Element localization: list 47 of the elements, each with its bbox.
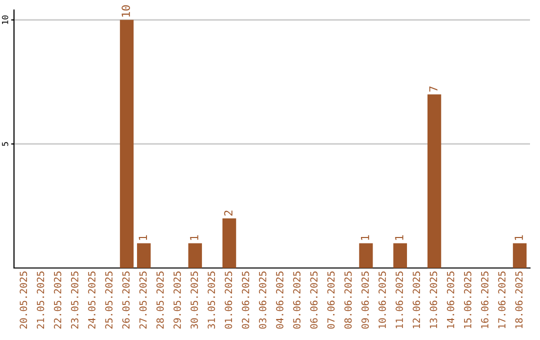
bar — [512, 243, 527, 268]
x-tick-label: 12.06.2025 — [412, 272, 420, 328]
x-tick-label: 03.06.2025 — [258, 272, 266, 329]
x-tick-label: 09.06.2025 — [361, 272, 369, 329]
x-tick-label: 22.05.2025 — [54, 272, 62, 329]
x-tick-label: 23.05.2025 — [71, 272, 78, 329]
data-label: 2 — [224, 210, 232, 216]
bar — [188, 243, 202, 268]
x-tick-label: 01.06.2025 — [224, 272, 232, 329]
x-tick-label: 26.05.2025 — [122, 272, 130, 329]
x-tick-label: 02.06.2025 — [242, 272, 250, 329]
x-tick-label: 14.06.2025 — [446, 272, 454, 328]
x-tick-label: 20.05.2025 — [20, 272, 28, 329]
x-tick-label: 25.05.2025 — [105, 272, 113, 329]
x-tick-label: 08.06.2025 — [344, 272, 352, 329]
x-tick-label: 16.06.2025 — [481, 272, 488, 328]
bar — [222, 218, 236, 268]
x-tick-label: 21.05.2025 — [36, 272, 44, 329]
x-tick-label: 13.06.2025 — [430, 272, 438, 328]
x-tick-label: 24.05.2025 — [88, 272, 96, 329]
data-label: 1 — [190, 235, 198, 240]
x-tick-label: 11.06.2025 — [396, 272, 403, 328]
bar — [137, 243, 151, 268]
data-label: 1 — [395, 235, 404, 240]
x-tick-label: 17.06.2025 — [498, 272, 506, 328]
x-tick-label: 06.06.2025 — [310, 272, 318, 329]
x-tick-label: 18.06.2025 — [515, 272, 523, 328]
x-tick-label: 07.06.2025 — [327, 272, 335, 329]
x-tick-label: 28.05.2025 — [156, 272, 164, 329]
bar — [427, 94, 442, 268]
x-tick-label: 10.06.2025 — [378, 272, 386, 328]
x-tick-label: 31.05.2025 — [208, 272, 216, 329]
data-label: 1 — [138, 235, 147, 240]
x-tick-label: 15.06.2025 — [464, 272, 472, 328]
data-label: 1 — [360, 235, 370, 240]
bar — [120, 20, 134, 268]
data-label: 1 — [514, 235, 523, 240]
bar — [393, 243, 407, 268]
data-label: 7 — [429, 86, 438, 92]
x-tick-label: 05.06.2025 — [293, 272, 300, 329]
data-label: 10 — [122, 5, 130, 17]
x-tick-label: 30.05.2025 — [190, 272, 198, 329]
bar — [359, 243, 373, 268]
x-tick-label: 29.05.2025 — [174, 272, 181, 329]
x-tick-label: 04.06.2025 — [276, 272, 284, 329]
x-tick-label: 27.05.2025 — [139, 272, 147, 329]
y-tick-label: 5 — [2, 142, 8, 146]
